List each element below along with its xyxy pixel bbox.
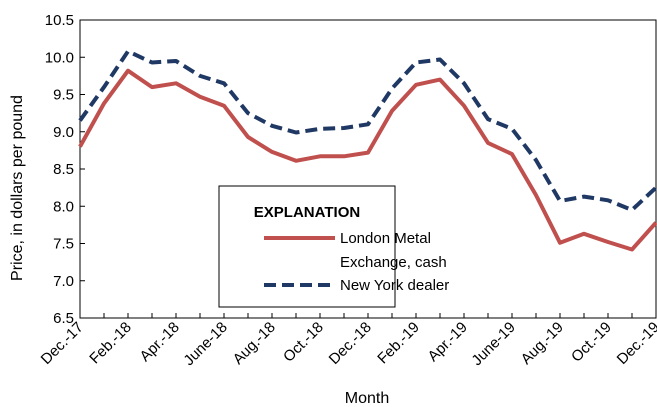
legend-title: EXPLANATION xyxy=(254,204,360,221)
x-tick-label: June-19 xyxy=(468,319,518,369)
x-tick-label: Oct.-18 xyxy=(280,319,327,366)
y-tick-label: 10.5 xyxy=(45,12,74,29)
y-tick-label: 10.0 xyxy=(45,49,74,66)
x-tick-label: Aug.-18 xyxy=(230,319,279,368)
legend-label-0: London Metal Exchange, cash xyxy=(340,230,447,271)
x-tick-label: Apr.-18 xyxy=(137,319,183,365)
y-tick-label: 7.5 xyxy=(53,236,74,253)
series-line-0 xyxy=(78,68,657,252)
x-tick-label: Apr.-19 xyxy=(425,319,471,365)
y-tick-label: 7.0 xyxy=(53,273,74,290)
series-line-1 xyxy=(78,49,657,212)
x-tick-label: Feb.-19 xyxy=(374,319,423,368)
x-tick-label: June-18 xyxy=(180,319,230,369)
x-tick-label: Feb.-18 xyxy=(86,319,135,368)
x-axis-title: Month xyxy=(345,390,389,407)
series-layer xyxy=(78,49,657,252)
x-tick-label: Oct.-19 xyxy=(568,319,615,366)
legend-label-1: New York dealer xyxy=(340,277,449,294)
x-tick-label: Dec.-18 xyxy=(326,319,375,368)
y-tick-label: 8.5 xyxy=(53,161,74,178)
x-tick-label: Dec.-19 xyxy=(614,319,657,368)
legend: EXPLANATION London Metal Exchange, cash New… xyxy=(218,185,449,308)
y-tick-label: 9.5 xyxy=(53,87,74,104)
y-tick-label: 9.0 xyxy=(53,124,74,141)
y-axis-title: Price, in dollars per pound xyxy=(9,95,26,281)
y-tick-label: 8.0 xyxy=(53,198,74,215)
x-tick-label: Aug.-19 xyxy=(518,319,567,368)
y-tick-label: 6.5 xyxy=(53,310,74,327)
